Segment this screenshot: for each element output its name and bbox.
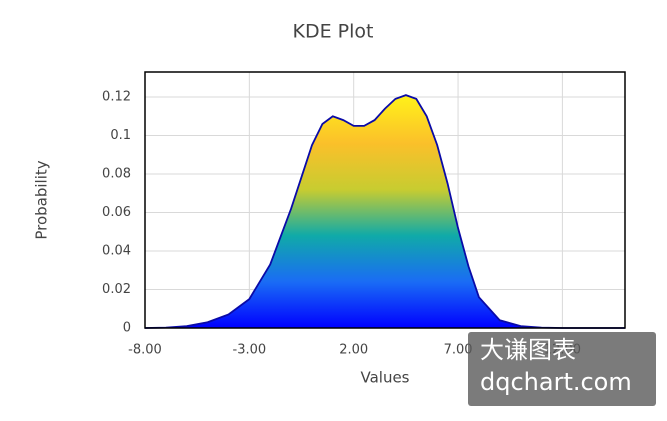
- plot-frame: [144, 71, 626, 329]
- y-tick-label: 0: [123, 321, 131, 336]
- x-tick-label: -3.00: [233, 343, 267, 358]
- watermark: 大谦图表 dqchart.com: [468, 332, 656, 406]
- x-tick-label: 7.00: [444, 343, 473, 358]
- x-axis-label: Values: [360, 369, 409, 387]
- x-tick-label: -8.00: [128, 343, 162, 358]
- y-tick-label: 0.02: [102, 282, 131, 297]
- chart-title: KDE Plot: [293, 21, 374, 43]
- y-tick-label: 0.06: [102, 205, 131, 220]
- y-tick-label: 0.1: [110, 128, 131, 143]
- watermark-text: dqchart.com: [480, 368, 632, 396]
- y-tick-label: 0.04: [102, 244, 131, 259]
- plot-area: 0 0.02 0.04 0.06 0.08 0.1 0.12 -8.00 -3.00 2.00 7.…: [102, 72, 625, 358]
- y-tick-label: 0.12: [102, 90, 131, 105]
- y-tick-label: 0.08: [102, 167, 131, 182]
- density-line: [144, 94, 625, 329]
- x-tick-label: 2.00: [339, 343, 368, 358]
- watermark-text: 大谦图表: [480, 336, 576, 364]
- watermark-box: [468, 332, 656, 406]
- y-axis-label: Probability: [33, 160, 51, 239]
- area-fill: [145, 95, 625, 328]
